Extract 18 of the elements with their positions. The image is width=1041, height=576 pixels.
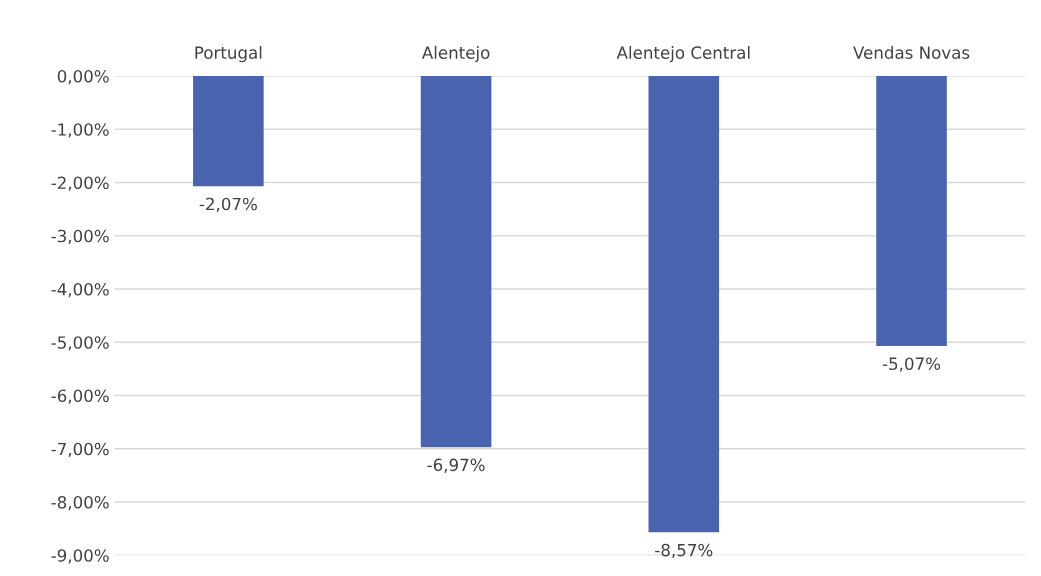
y-tick-label: -3,00% — [51, 229, 109, 245]
y-tick-label: 0,00% — [57, 69, 109, 85]
y-tick-label: -8,00% — [51, 495, 109, 511]
y-tick-label: -4,00% — [51, 282, 109, 298]
y-tick-label: -1,00% — [51, 123, 109, 138]
y-tick-label: -9,00% — [51, 549, 109, 564]
x-tick-label: Vendas Novas — [853, 46, 970, 59]
y-tick-label: -5,00% — [51, 336, 109, 351]
x-tick-label: Portugal — [195, 46, 262, 63]
data-label: -6,97% — [427, 458, 485, 473]
y-tick-label: -6,00% — [51, 389, 109, 404]
y-tick-label: -7,00% — [51, 442, 109, 458]
x-tick-label: Alentejo — [421, 46, 490, 63]
data-label: -2,07% — [199, 197, 257, 212]
data-label: -8,57% — [655, 543, 713, 559]
data-label: -5,07% — [882, 357, 941, 372]
x-tick-label: Alentejo Central — [616, 46, 750, 63]
y-tick-label: -2,00% — [51, 176, 109, 191]
